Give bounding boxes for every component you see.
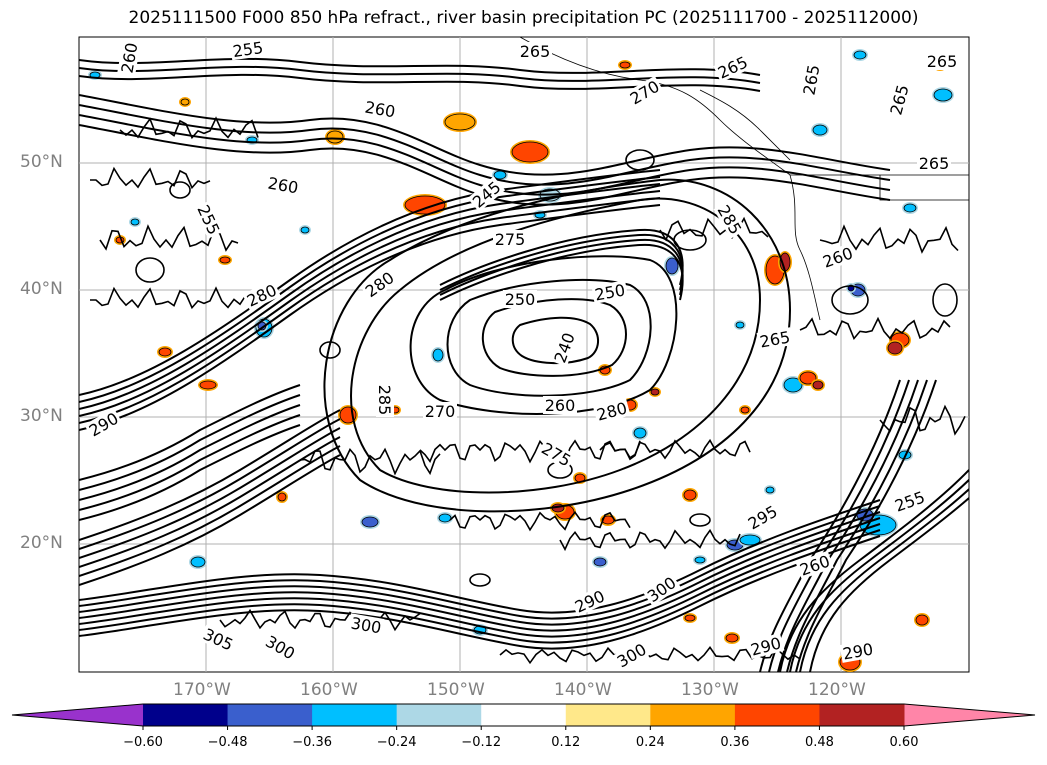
latitude-label: 50°N	[20, 152, 63, 172]
longitude-label: 170°W	[173, 680, 231, 700]
colorbar-tick-label: −0.36	[292, 735, 333, 750]
colorbar-tick-label: 0.36	[720, 735, 750, 750]
latitude-label: 20°N	[20, 533, 63, 553]
colorbar-tick-label: 0.60	[889, 735, 919, 750]
contour-label: 265	[520, 42, 551, 61]
contour-label: 250	[505, 290, 536, 309]
colorbar-bin	[312, 704, 398, 726]
colorbar-tick-label: −0.48	[207, 735, 248, 750]
refractivity-contours	[79, 57, 969, 672]
colorbar-bin	[227, 704, 313, 726]
colorbar-tick-label: −0.60	[123, 735, 163, 750]
colorbar	[11, 703, 1036, 730]
longitude-label: 140°W	[554, 680, 612, 700]
colorbar-underflow	[12, 704, 143, 726]
coastline	[519, 37, 969, 321]
longitude-label: 150°W	[427, 680, 485, 700]
colorbar-tick-label: −0.24	[376, 735, 417, 750]
colorbar-bin	[650, 704, 736, 726]
longitude-label: 120°W	[808, 680, 866, 700]
colorbar-tick-label: −0.12	[461, 735, 502, 750]
colorbar-bin	[819, 704, 905, 726]
longitude-label: 160°W	[300, 680, 358, 700]
colorbar-bin	[143, 704, 229, 726]
contour-label: 265	[919, 154, 950, 173]
contour-label: 285	[375, 385, 394, 416]
colorbar-bin	[481, 704, 567, 726]
colorbar-overflow	[904, 704, 1035, 726]
contour-label: 275	[495, 230, 526, 249]
colorbar-bin	[396, 704, 482, 726]
contour-label: 255	[231, 38, 264, 61]
colorbar-bin	[565, 704, 651, 726]
colorbar-bin	[734, 704, 820, 726]
latitude-label: 40°N	[20, 279, 63, 299]
map-title: 2025111500 F000 850 hPa refract., river …	[128, 8, 919, 28]
longitude-label: 130°W	[681, 680, 739, 700]
contour-label: 265	[927, 52, 958, 71]
latitude-label: 30°N	[20, 406, 63, 426]
colorbar-tick-label: 0.12	[551, 735, 581, 750]
contour-label: 260	[545, 396, 576, 415]
contour-label: 270	[425, 402, 456, 421]
colorbar-tick-label: 0.24	[635, 735, 665, 750]
colorbar-tick-label: 0.48	[804, 735, 834, 750]
